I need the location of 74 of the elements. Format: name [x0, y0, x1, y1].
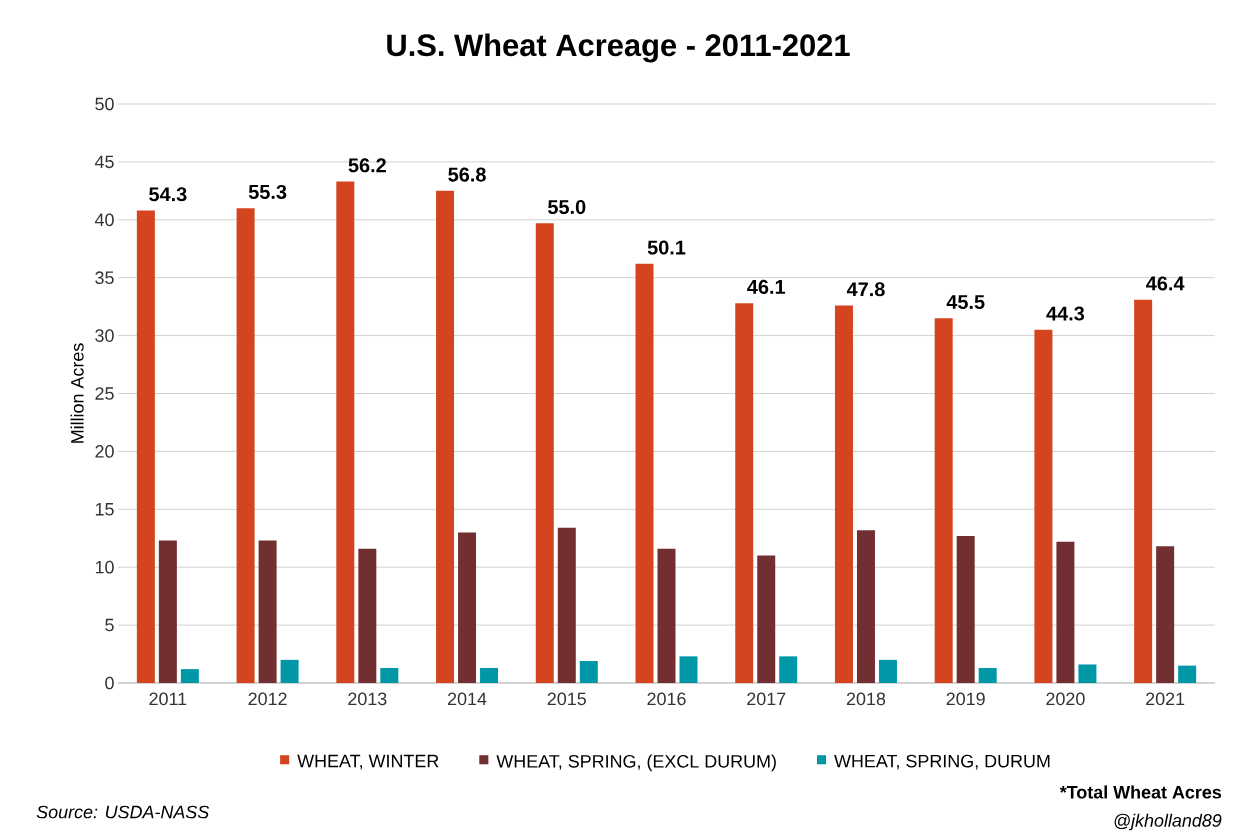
- total-label: 56.8: [448, 167, 486, 182]
- x-tick-label: 2015: [547, 692, 586, 706]
- bar: [480, 667, 499, 683]
- y-tick-label: 50: [95, 97, 114, 111]
- bar: [380, 667, 399, 683]
- bar: [978, 667, 997, 683]
- bar: [436, 190, 455, 683]
- bar: [136, 210, 155, 683]
- x-tick-label: 2017: [747, 692, 786, 706]
- bar: [579, 661, 598, 683]
- y-tick-label: 30: [95, 329, 114, 342]
- bar: [1056, 541, 1075, 683]
- bar: [236, 208, 255, 683]
- total-label: 56.2: [348, 158, 386, 173]
- y-tick-label: 15: [95, 503, 114, 516]
- chart-title: U.S. Wheat Acreage - 2011-2021: [387, 33, 850, 63]
- total-label: 46.1: [747, 279, 786, 294]
- x-tick-label: 2020: [1046, 692, 1085, 706]
- y-tick-label: 0: [105, 676, 114, 690]
- bar: [657, 548, 676, 683]
- legend-label: WHEAT, SPRING, (EXCL DURUM): [496, 754, 776, 772]
- bar: [535, 223, 554, 683]
- bar: [280, 659, 299, 683]
- bar: [158, 540, 177, 683]
- bar: [679, 656, 698, 683]
- x-tick-label: 2018: [846, 692, 886, 706]
- bar: [856, 530, 875, 683]
- source-note: Source: USDA-NASS: [36, 805, 210, 819]
- bar: [779, 656, 798, 683]
- total-label: 46.4: [1146, 276, 1185, 291]
- bar: [358, 548, 377, 683]
- bar: [834, 305, 853, 683]
- text: *Total Wheat Acres: [1059, 785, 1222, 799]
- bar: [878, 659, 897, 683]
- bar: [956, 535, 975, 683]
- y-tick-label: 45: [94, 155, 114, 169]
- bar: [735, 303, 754, 683]
- legend-label: WHEAT, SPRING, DURUM: [834, 754, 1050, 770]
- x-tick-label: 2012: [248, 692, 287, 706]
- bar: [1156, 546, 1175, 683]
- total-label: 44.3: [1046, 306, 1085, 321]
- bar: [1178, 665, 1197, 683]
- total-label: 55.3: [248, 184, 287, 200]
- total-label: 50.1: [647, 240, 686, 255]
- x-tick-label: 2021: [1146, 692, 1185, 706]
- x-tick-label: 2016: [647, 692, 686, 706]
- x-tick-label: 2014: [448, 692, 487, 706]
- y-tick-label: 20: [95, 445, 114, 458]
- y-tick-label: 40: [94, 213, 114, 227]
- bar: [458, 532, 477, 683]
- bar: [934, 318, 953, 683]
- total-label: 54.3: [149, 187, 187, 202]
- x-tick-label: 2019: [946, 692, 985, 706]
- legend-label: WHEAT, WINTER: [297, 754, 439, 770]
- bar: [180, 669, 199, 683]
- y-tick-label: 35: [95, 271, 114, 285]
- x-tick-label: 2011: [149, 692, 187, 706]
- y-tick-label: 25: [95, 387, 114, 400]
- bar: [1034, 329, 1053, 683]
- total-label: 45.5: [946, 295, 985, 310]
- bar: [336, 181, 355, 683]
- bar: [1134, 299, 1153, 683]
- bar: [635, 263, 654, 683]
- y-axis-title: Million Acres: [70, 343, 84, 443]
- bar: [757, 555, 776, 683]
- total-label: 47.8: [846, 282, 885, 297]
- y-tick-label: 10: [95, 560, 114, 574]
- bar: [258, 540, 277, 683]
- y-tick-label: 5: [105, 618, 114, 632]
- text: @jkholland89: [1114, 813, 1222, 831]
- bar: [557, 527, 576, 683]
- bar: [1078, 664, 1097, 683]
- x-tick-label: 2013: [348, 692, 387, 706]
- total-label: 55.0: [548, 199, 586, 215]
